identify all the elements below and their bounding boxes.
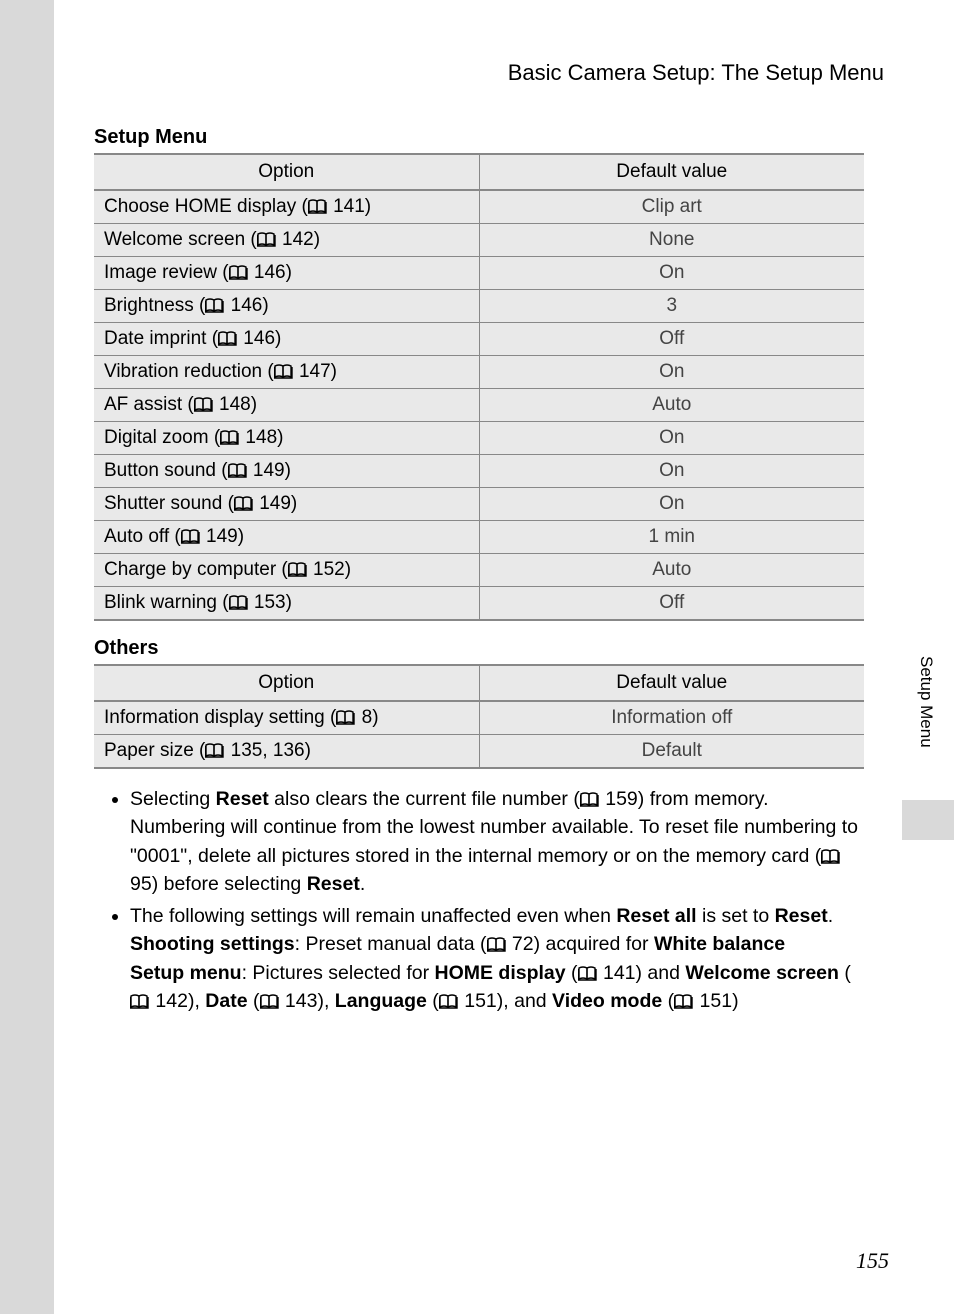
option-cell: Button sound ( 149) [94, 455, 479, 488]
option-cell: Welcome screen ( 142) [94, 224, 479, 257]
book-icon [821, 849, 841, 864]
book-icon [674, 994, 694, 1009]
default-cell: Clip art [479, 190, 864, 224]
side-tab-stub [902, 800, 954, 840]
default-cell: Off [479, 587, 864, 621]
book-icon [257, 232, 277, 247]
book-icon [439, 994, 459, 1009]
side-tab-label: Setup Menu [902, 650, 936, 780]
book-icon [580, 792, 600, 807]
col-option: Option [94, 665, 479, 701]
col-default: Default value [479, 665, 864, 701]
option-cell: Choose HOME display ( 141) [94, 190, 479, 224]
table-row: Image review ( 146)On [94, 257, 864, 290]
table-row: Brightness ( 146)3 [94, 290, 864, 323]
default-cell: Information off [479, 701, 864, 735]
option-cell: Digital zoom ( 148) [94, 422, 479, 455]
default-cell: Auto [479, 554, 864, 587]
option-cell: Information display setting ( 8) [94, 701, 479, 735]
option-cell: Image review ( 146) [94, 257, 479, 290]
book-icon [205, 298, 225, 313]
table-row: Blink warning ( 153)Off [94, 587, 864, 621]
col-option: Option [94, 154, 479, 190]
option-cell: Vibration reduction ( 147) [94, 356, 479, 389]
default-cell: Off [479, 323, 864, 356]
page-header-title: Basic Camera Setup: The Setup Menu [94, 60, 884, 86]
book-icon [487, 937, 507, 952]
option-cell: Brightness ( 146) [94, 290, 479, 323]
default-cell: 1 min [479, 521, 864, 554]
book-icon [234, 496, 254, 511]
default-cell: Auto [479, 389, 864, 422]
table-row: Information display setting ( 8)Informat… [94, 701, 864, 735]
book-icon [181, 529, 201, 544]
book-icon [218, 331, 238, 346]
default-cell: 3 [479, 290, 864, 323]
book-icon [260, 994, 280, 1009]
book-icon [274, 364, 294, 379]
default-cell: On [479, 356, 864, 389]
table-row: Welcome screen ( 142)None [94, 224, 864, 257]
option-cell: Auto off ( 149) [94, 521, 479, 554]
option-cell: Paper size ( 135, 136) [94, 735, 479, 769]
book-icon [228, 463, 248, 478]
default-cell: On [479, 422, 864, 455]
table-row: AF assist ( 148)Auto [94, 389, 864, 422]
col-default: Default value [479, 154, 864, 190]
book-icon [336, 710, 356, 725]
table-row: Button sound ( 149)On [94, 455, 864, 488]
section-title-others: Others [94, 637, 894, 660]
table-row: Choose HOME display ( 141)Clip art [94, 190, 864, 224]
book-icon [229, 265, 249, 280]
setup-menu-table: Option Default value Choose HOME display… [94, 153, 864, 621]
book-icon [205, 743, 225, 758]
table-row: Digital zoom ( 148)On [94, 422, 864, 455]
others-table: Option Default value Information display… [94, 664, 864, 769]
option-cell: Date imprint ( 146) [94, 323, 479, 356]
book-icon [578, 966, 598, 981]
book-icon [229, 595, 249, 610]
book-icon [220, 430, 240, 445]
option-cell: Shutter sound ( 149) [94, 488, 479, 521]
book-icon [308, 199, 328, 214]
manual-page: Basic Camera Setup: The Setup Menu Setup… [54, 0, 954, 1314]
list-item: Selecting Reset also clears the current … [130, 785, 864, 898]
table-row: Vibration reduction ( 147)On [94, 356, 864, 389]
option-cell: AF assist ( 148) [94, 389, 479, 422]
book-icon [130, 994, 150, 1009]
page-number: 155 [856, 1248, 889, 1274]
notes-list: Selecting Reset also clears the current … [94, 785, 864, 1015]
section-title-setup: Setup Menu [94, 126, 894, 149]
table-row: Shutter sound ( 149)On [94, 488, 864, 521]
default-cell: On [479, 488, 864, 521]
list-item: The following settings will remain unaff… [130, 902, 864, 1015]
option-cell: Charge by computer ( 152) [94, 554, 479, 587]
default-cell: None [479, 224, 864, 257]
book-icon [288, 562, 308, 577]
table-row: Charge by computer ( 152)Auto [94, 554, 864, 587]
option-cell: Blink warning ( 153) [94, 587, 479, 621]
table-row: Paper size ( 135, 136)Default [94, 735, 864, 769]
table-row: Date imprint ( 146)Off [94, 323, 864, 356]
default-cell: On [479, 257, 864, 290]
side-tab: Setup Menu [902, 650, 954, 840]
default-cell: Default [479, 735, 864, 769]
default-cell: On [479, 455, 864, 488]
book-icon [194, 397, 214, 412]
table-row: Auto off ( 149)1 min [94, 521, 864, 554]
